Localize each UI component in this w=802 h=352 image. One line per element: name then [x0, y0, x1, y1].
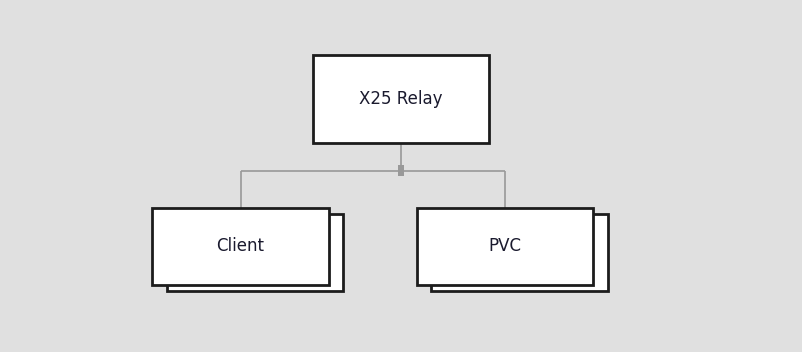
Text: Client: Client [217, 237, 265, 256]
Text: PVC: PVC [488, 237, 522, 256]
Bar [398, 165, 404, 176]
Bar [417, 208, 593, 285]
Bar [152, 208, 329, 285]
Bar [313, 55, 489, 143]
Bar [431, 214, 608, 291]
Text: X25 Relay: X25 Relay [359, 89, 443, 108]
Bar [167, 214, 343, 291]
